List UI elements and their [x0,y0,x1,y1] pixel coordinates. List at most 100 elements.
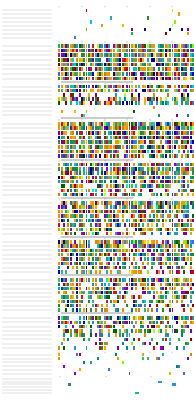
Bar [90,316,92,320]
Bar [133,172,135,175]
Bar [140,72,142,76]
Bar [160,122,162,126]
Bar [101,325,103,328]
Bar [167,205,169,209]
Bar [142,291,144,294]
Bar [61,67,62,71]
Bar [185,89,187,93]
Bar [187,180,189,183]
Bar [158,201,160,205]
Bar [108,176,110,179]
Bar [131,249,133,252]
Bar [68,338,69,341]
Bar [167,101,169,105]
Bar [113,122,115,126]
Bar [165,63,167,67]
Bar [129,85,130,88]
Bar [88,44,90,48]
Bar [153,122,155,126]
Bar [117,320,119,324]
Bar [120,270,121,273]
Bar [76,201,78,205]
Bar [124,44,126,48]
Bar [176,122,178,126]
Bar [113,320,115,324]
Bar [147,278,149,282]
Bar [106,287,108,290]
Bar [169,28,171,31]
Bar [70,63,72,67]
Bar [185,227,187,231]
Bar [92,122,94,126]
Bar [70,122,72,126]
Bar [120,167,121,170]
Bar [63,291,65,294]
Bar [124,167,126,170]
Bar [190,261,191,265]
Bar [74,72,76,76]
Bar [171,136,173,140]
Bar [158,184,160,188]
Bar [88,210,90,213]
Bar [108,126,110,130]
Bar [95,85,96,88]
Bar [70,67,72,71]
Bar [190,63,191,67]
Bar [61,172,62,175]
Bar [104,210,106,213]
Bar [151,72,153,76]
Bar [63,53,65,57]
Bar [68,49,69,53]
Bar [88,154,90,158]
Bar [178,240,180,244]
Bar [65,205,67,209]
Bar [106,227,108,231]
Bar [83,114,85,117]
Bar [61,126,62,130]
Bar [101,193,103,196]
Bar [95,227,96,231]
Bar [113,249,115,252]
Bar [108,49,110,53]
Bar [70,150,72,154]
Bar [83,223,85,227]
Bar [181,49,183,53]
Bar [156,193,158,196]
Bar [181,63,183,67]
Bar [147,257,149,261]
Bar [181,193,183,196]
Bar [79,167,81,170]
Bar [101,240,103,244]
Bar [72,44,74,48]
Bar [113,193,115,196]
Bar [65,261,67,265]
Bar [144,150,146,154]
Bar [68,180,69,183]
Bar [88,253,90,257]
Bar [104,180,106,183]
Bar [185,232,187,235]
Bar [163,167,164,170]
Bar [133,122,135,126]
Bar [160,85,162,88]
Bar [90,131,92,135]
Bar [147,184,149,188]
Bar [133,205,135,209]
Bar [76,261,78,265]
Bar [163,219,164,222]
Bar [183,136,185,140]
Bar [138,101,139,105]
Bar [113,77,115,80]
Bar [95,77,96,80]
Bar [95,261,96,265]
Bar [86,163,87,166]
Bar [181,201,183,205]
Bar [126,333,128,337]
Bar [65,150,67,154]
Bar [181,154,183,158]
Bar [104,53,106,57]
Bar [58,240,60,244]
Bar [142,201,144,205]
Bar [99,49,101,53]
Bar [176,58,178,62]
